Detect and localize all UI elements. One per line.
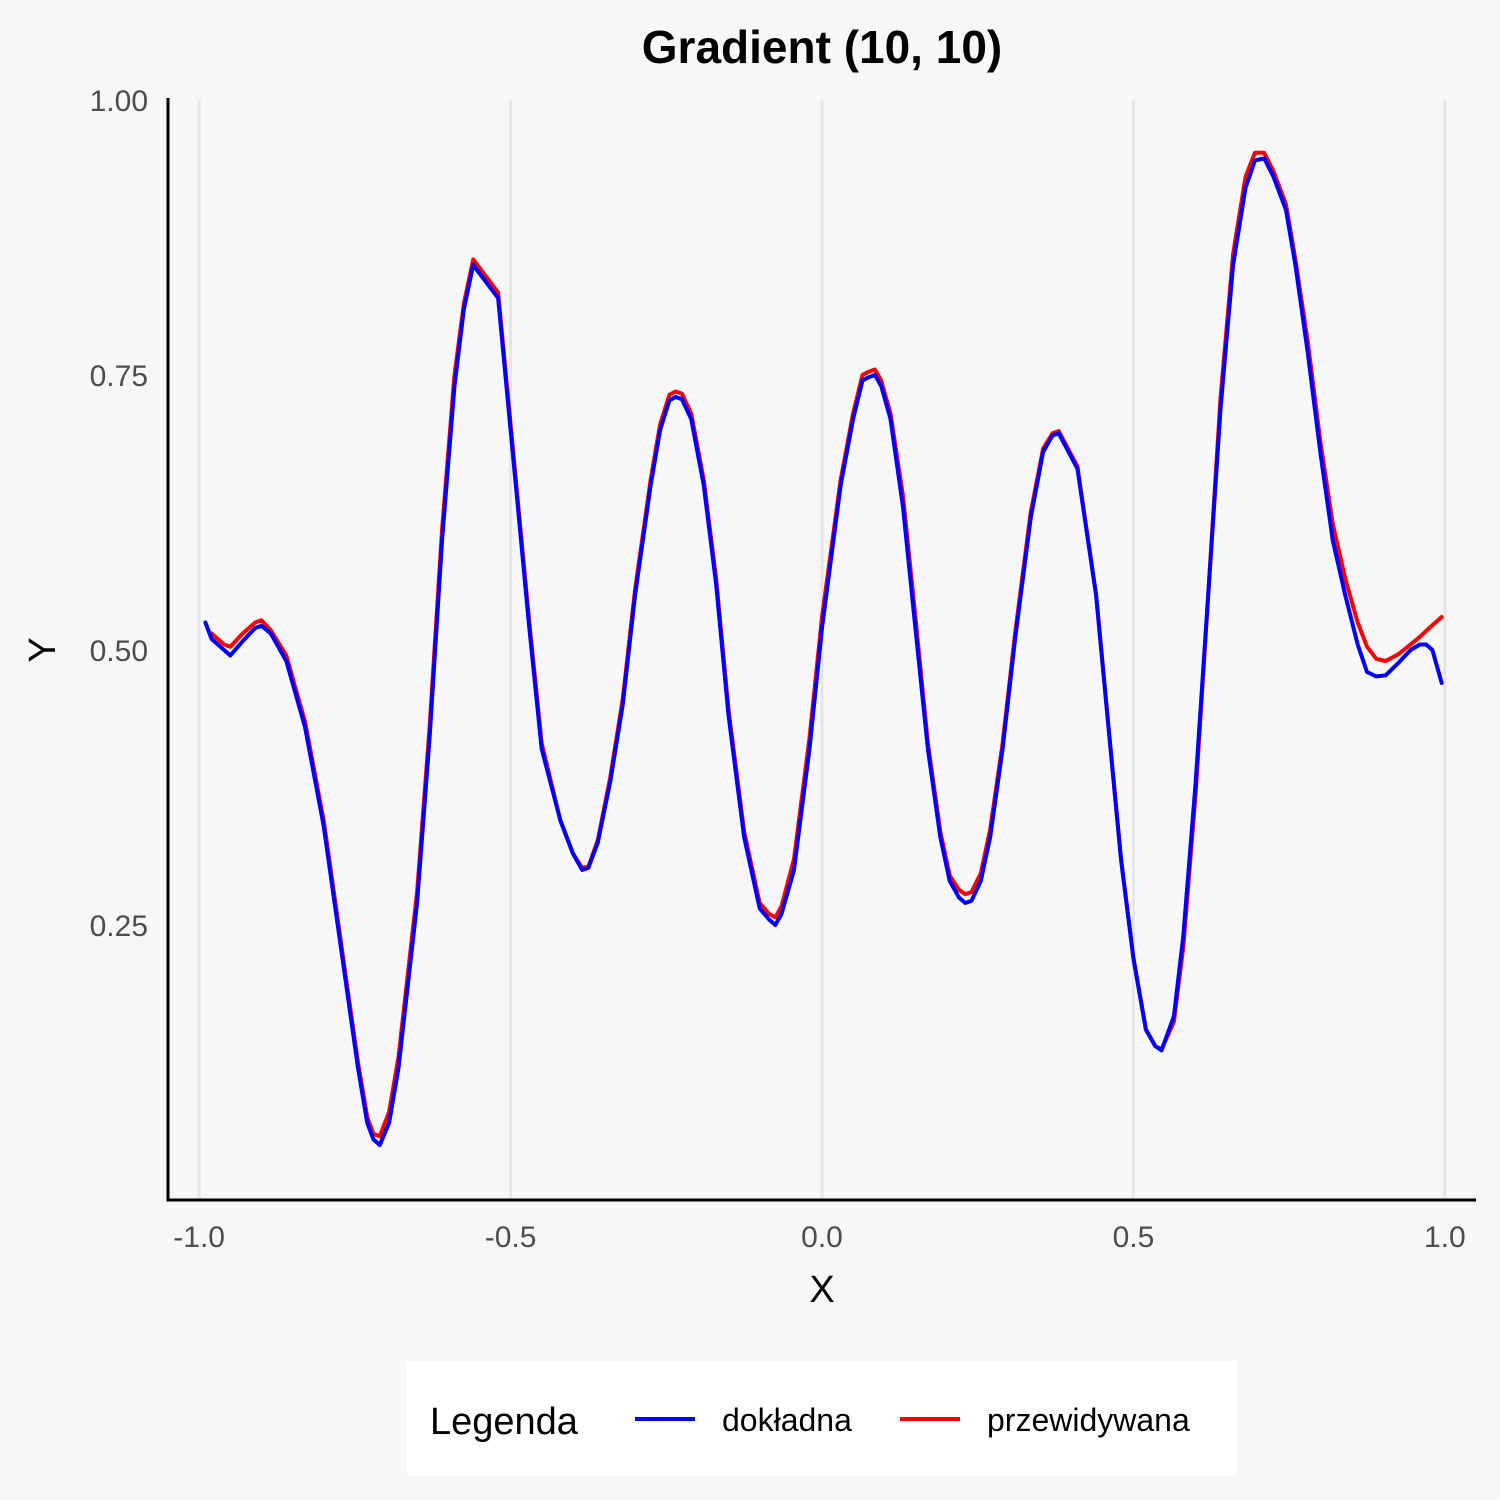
series-line-przewidywana bbox=[209, 150, 1444, 1139]
legend-label-przewidywana: przewidywana bbox=[987, 1402, 1190, 1438]
y-tick-labels: 0.25 0.50 0.75 1.00 bbox=[90, 85, 148, 943]
legend-box bbox=[407, 1361, 1237, 1476]
y-tick-label: 0.75 bbox=[90, 360, 148, 393]
x-tick-label: 1.0 bbox=[1424, 1221, 1466, 1254]
grid-lines bbox=[197, 100, 1447, 1200]
legend-label-dokladna: dokładna bbox=[722, 1402, 852, 1438]
x-tick-labels: -1.0 -0.5 0.0 0.5 1.0 bbox=[173, 1221, 1465, 1254]
chart-title: Gradient (10, 10) bbox=[642, 21, 1002, 73]
y-tick-label: 0.50 bbox=[90, 635, 148, 668]
y-tick-label: 0.25 bbox=[90, 910, 148, 943]
x-axis-title: X bbox=[809, 1269, 834, 1311]
legend: Legenda dokładna przewidywana bbox=[407, 1361, 1237, 1476]
y-tick-label: 1.00 bbox=[90, 85, 148, 118]
x-tick-label: -0.5 bbox=[485, 1221, 537, 1254]
x-tick-label: 0.0 bbox=[801, 1221, 843, 1254]
series-lines bbox=[203, 150, 1444, 1147]
y-axis-title: Y bbox=[22, 637, 64, 662]
x-tick-label: -1.0 bbox=[173, 1221, 225, 1254]
legend-title: Legenda bbox=[430, 1401, 579, 1443]
x-tick-label: 0.5 bbox=[1113, 1221, 1155, 1254]
series-line-dokladna bbox=[203, 156, 1444, 1147]
axes bbox=[166, 98, 1476, 1202]
